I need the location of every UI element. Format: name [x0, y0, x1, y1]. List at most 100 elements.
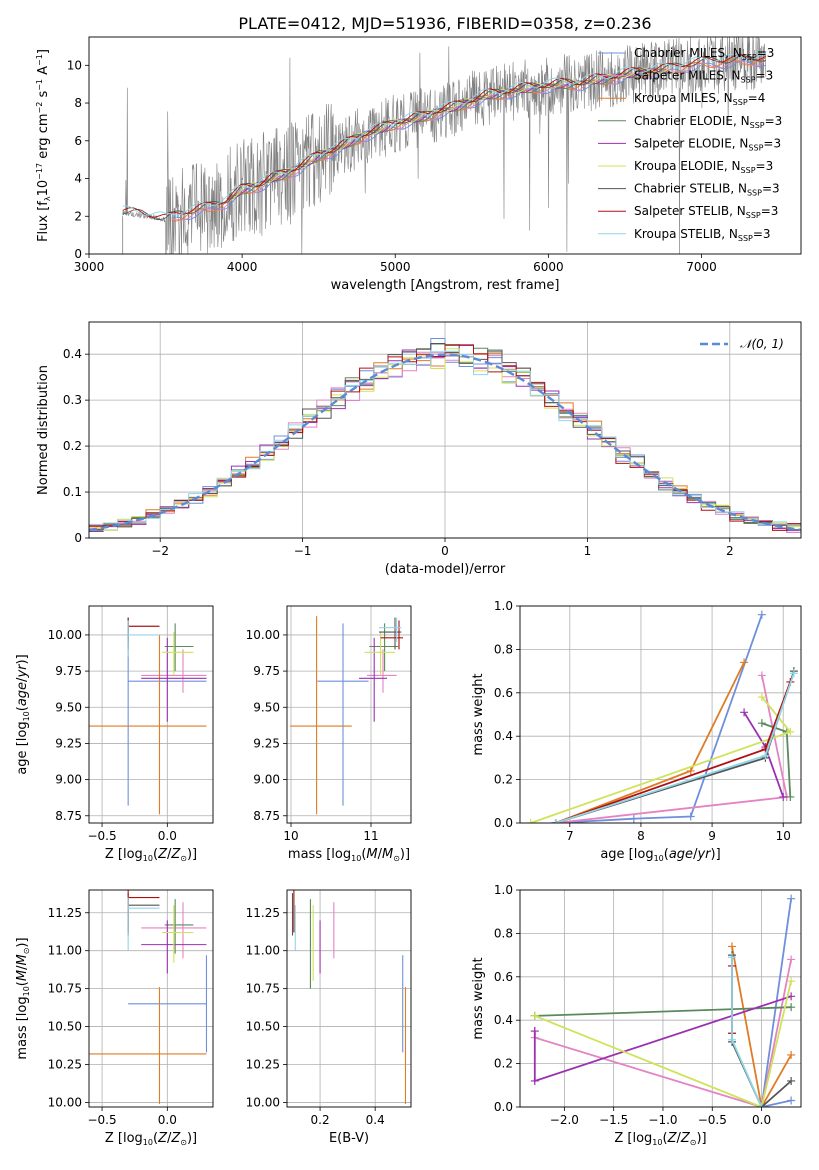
mass_vs_z-xtick-label: −0.5 [87, 1113, 116, 1127]
age_vs_mass-ytick-label: 9.00 [253, 773, 280, 787]
age_vs_z-xtick-label: −0.5 [87, 829, 116, 843]
weight_vs_z-ylabel: mass weight [471, 957, 486, 1039]
weight-line-chabrier_elodie [534, 1006, 792, 1017]
age_vs_z-ylabel: age [log10(age/yr)] [15, 654, 31, 774]
spectrum-plot-area [122, 37, 767, 254]
mass_vs_ebv-axes: 0.2 0.4 10.00 10.25 10.50 10.75 11.00 11.25 E(B-… [246, 889, 412, 1146]
mass_vs_ebv-ytick-label: 10.75 [246, 982, 280, 996]
weight-line-chabrier_miles [555, 614, 763, 823]
mass_vs_ebv-ytick-label: 10.25 [246, 1058, 280, 1072]
mass_vs_ebv-frame: 0.2 0.4 10.00 10.25 10.50 10.75 11.00 11.25 E(B-… [246, 889, 412, 1146]
weight-marker-chabrier_miles [757, 610, 766, 619]
weight_vs_z-ytick-label: 1.0 [494, 883, 513, 897]
weight-marker-kroupa_stelib [761, 751, 770, 760]
mass_vs_z-ytick-label: 10.50 [48, 1020, 82, 1034]
spectrum-ytick-label: 10 [67, 58, 82, 72]
age_vs_mass-plot-area [290, 616, 403, 815]
weight-marker-kroupa_stelib [789, 669, 798, 678]
weight-marker-salpeter_miles [757, 671, 766, 680]
weight-line-salpeter_miles [555, 675, 788, 823]
mass_vs_ebv-ytick-label: 11.25 [246, 906, 280, 920]
model-salpeter_miles-line [171, 59, 767, 221]
model-chabrier_stelib-line [122, 54, 766, 220]
weight-marker-salpeter_elodie [787, 992, 796, 1001]
weight-marker-chabrier_stelib [787, 1076, 796, 1085]
age_vs_mass-ytick-label: 9.25 [253, 736, 280, 750]
weight_vs_z-ytick-label: 0.8 [494, 926, 513, 940]
histogram-kroupa_elodie [89, 348, 801, 531]
residuals-frame: −2 −1 0 1 2 0 0.1 0.2 0.3 0.4 (data-model)/error No… [36, 321, 802, 577]
weight_vs_z-plot-area [530, 894, 796, 1107]
age_vs_z-ytick-label: 9.75 [55, 664, 82, 678]
weight_vs_age-ylabel: mass weight [471, 673, 486, 755]
mass_vs_ebv-xtick-label: 0.2 [311, 1113, 330, 1127]
age_vs_mass-axes-frame [286, 605, 412, 824]
weight-marker-kroupa_miles [727, 942, 736, 951]
weight_vs_z-xtick-label: −0.5 [698, 1113, 727, 1127]
legend-label-kroupa_elodie: Kroupa ELODIE, NSSP=3 [634, 159, 773, 175]
weight-marker-kroupa_miles [740, 658, 749, 667]
weight-marker-kroupa_elodie [787, 977, 796, 986]
mass_vs_ebv-ytick-label: 10.00 [246, 1095, 280, 1109]
weight_vs_age-ytick-label: 0.8 [494, 642, 513, 656]
spectrum-axes-frame [88, 36, 802, 255]
model-salpeter_stelib-line [122, 54, 767, 218]
weight-marker-kroupa_miles [686, 766, 695, 775]
legend-label-salpeter_miles: Salpeter MILES, NSSP=3 [634, 69, 773, 85]
age_vs_z-ytick-label: 9.50 [55, 700, 82, 714]
mass_vs_z-ytick-label: 10.25 [48, 1058, 82, 1072]
age_vs_mass-xtick-label: 11 [363, 829, 378, 843]
spectrum-legend: Chabrier MILES, NSSP=3 Salpeter MILES, NS… [598, 46, 782, 243]
weight-marker-salpeter_elodie [740, 708, 749, 717]
weight-marker-chabrier_elodie [786, 792, 795, 801]
normal-distribution-curve [89, 353, 801, 532]
weight_vs_z-ytick-label: 0.4 [494, 1013, 513, 1027]
mass_vs_ebv-xtick-label: 0.4 [366, 1113, 385, 1127]
residuals-ytick-label: 0.1 [63, 485, 82, 499]
weight-marker-kroupa_elodie [757, 693, 766, 702]
age_vs_z-ytick-label: 9.00 [55, 773, 82, 787]
weight_vs_age-xtick-label: 8 [637, 829, 645, 843]
age_vs_z-ytick-label: 10.00 [48, 628, 82, 642]
mass_vs_ebv-ytick-label: 11.00 [246, 944, 280, 958]
weight-marker-chabrier_elodie [787, 1003, 796, 1012]
spectrum-xtick-label: 3000 [74, 260, 105, 274]
mass_vs_ebv-axes-frame [286, 889, 412, 1108]
age_vs_z-xlabel: Z [log10(Z/Z⊙)] [105, 847, 197, 863]
age_vs_mass-ytick-label: 9.50 [253, 700, 280, 714]
age_vs_mass-frame: 10 11 8.75 9.00 9.25 9.50 9.75 10.00 mass [log10… [246, 605, 412, 863]
mass_vs_z-ytick-label: 10.00 [48, 1095, 82, 1109]
spectrum-ytick-label: 4 [74, 172, 82, 186]
residuals-plot-area [89, 338, 801, 533]
spectrum-frame: 3000 4000 5000 6000 7000 0 2 4 6 8 10 wavelength [A… [35, 36, 802, 293]
weight_vs_age-ytick-label: 1.0 [494, 599, 513, 613]
weight-marker-kroupa_miles [787, 1050, 796, 1059]
residuals-ytick-label: 0.3 [63, 393, 82, 407]
mass_vs_z-ylabel: mass [log10(M/M⊙)] [15, 937, 31, 1059]
spectrum-xlabel: wavelength [Angstrom, rest frame] [331, 278, 560, 293]
histogram-kroupa_stelib [89, 350, 801, 526]
weight-marker-kroupa_elodie [786, 727, 795, 736]
weight_vs_age-xtick-label: 9 [708, 829, 716, 843]
spectrum-ytick-label: 8 [74, 96, 82, 110]
weight_vs_age-frame: 7 8 9 10 0.0 0.2 0.4 0.6 0.8 1.0 age [log10(age/yr… [471, 599, 802, 863]
figure-title: PLATE=0412, MJD=51936, FIBERID=0358, z=0… [238, 14, 651, 33]
mass_vs_ebv-xlabel: E(B-V) [329, 1131, 369, 1146]
residuals-xtick-label: 2 [726, 544, 734, 558]
weight-marker-kroupa_stelib [727, 953, 736, 962]
weight_vs_age-xlabel: age [log10(age/yr)] [600, 847, 720, 863]
mass_vs_z-ytick-label: 10.75 [48, 982, 82, 996]
residuals-axes: −2 −1 0 1 2 0 0.1 0.2 0.3 0.4 (data-model)/error No… [36, 321, 802, 577]
mass_vs_z-plot-area [89, 890, 208, 1104]
legend-label-chabrier_miles: Chabrier MILES, NSSP=3 [634, 46, 774, 62]
mass_vs_z-axes-frame [88, 889, 214, 1108]
spectrum-xtick-label: 5000 [380, 260, 411, 274]
age_vs_z-axes-frame [88, 605, 214, 824]
weight_vs_z-axes: −2.0 −1.5 −1.0 −0.5 0.0 0.0 0.2 0.4 0.6 0.8 1.0 Z [… [471, 883, 802, 1147]
weight_vs_z-ytick-label: 0.6 [494, 970, 513, 984]
residuals-ytick-label: 0 [74, 531, 82, 545]
weight_vs_age-ytick-label: 0.6 [494, 686, 513, 700]
age_vs_mass-xlabel: mass [log10(M/M⊙)] [288, 847, 410, 863]
weight_vs_age-plot-area [526, 610, 798, 823]
